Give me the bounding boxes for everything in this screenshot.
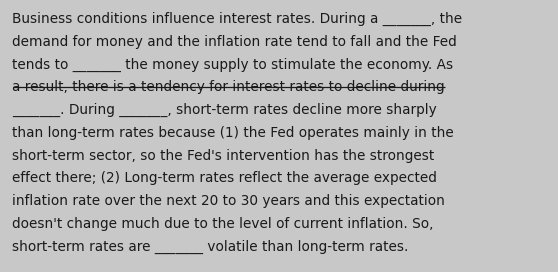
Text: effect there; (2) Long-term rates reflect the average expected: effect there; (2) Long-term rates reflec… bbox=[12, 171, 437, 185]
Text: demand for money and the inflation rate tend to fall and the Fed: demand for money and the inflation rate … bbox=[12, 35, 457, 49]
Text: tends to _______ the money supply to stimulate the economy. As: tends to _______ the money supply to sti… bbox=[12, 58, 454, 72]
Text: _______. During _______, short-term rates decline more sharply: _______. During _______, short-term rate… bbox=[12, 103, 437, 117]
Text: a result, there is a tendency for interest rates to decline during: a result, there is a tendency for intere… bbox=[12, 81, 445, 94]
Text: short-term rates are _______ volatile than long-term rates.: short-term rates are _______ volatile th… bbox=[12, 239, 409, 254]
Text: inflation rate over the next 20 to 30 years and this expectation: inflation rate over the next 20 to 30 ye… bbox=[12, 194, 445, 208]
Text: short-term sector, so the Fed's intervention has the strongest: short-term sector, so the Fed's interven… bbox=[12, 149, 435, 162]
Text: Business conditions influence interest rates. During a _______, the: Business conditions influence interest r… bbox=[12, 12, 463, 26]
Text: doesn't change much due to the level of current inflation. So,: doesn't change much due to the level of … bbox=[12, 217, 434, 231]
Text: than long-term rates because (1) the Fed operates mainly in the: than long-term rates because (1) the Fed… bbox=[12, 126, 454, 140]
